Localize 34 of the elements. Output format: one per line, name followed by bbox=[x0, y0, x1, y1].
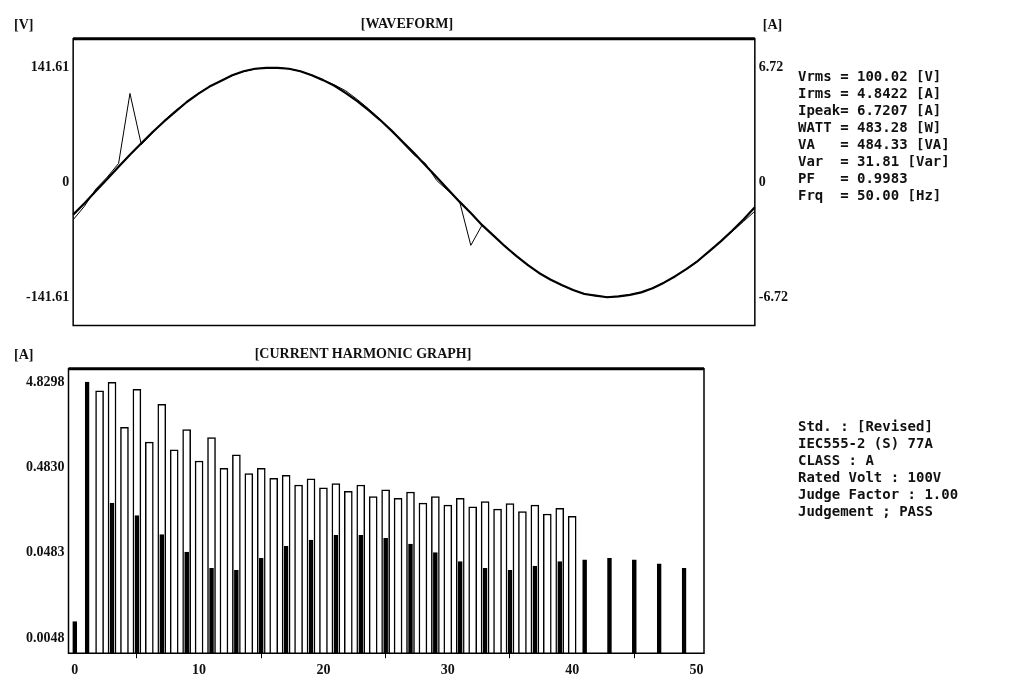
y2-axis-title: [A] bbox=[762, 17, 783, 33]
y-tick-label: -141.61 bbox=[25, 288, 70, 304]
text: Irms = 4.8422 [A] bbox=[798, 85, 943, 102]
text: Rated Volt : 100V bbox=[798, 469, 943, 486]
text: Ipeak= 6.7207 [A] bbox=[798, 102, 943, 119]
x-tick-label: 30 bbox=[440, 662, 455, 678]
text: Judge Factor : 1.00 bbox=[798, 486, 959, 503]
y2-tick-label: -6.72 bbox=[758, 288, 789, 304]
x-tick-label: 10 bbox=[192, 662, 207, 678]
x-tick-label: 50 bbox=[689, 662, 704, 678]
text: VA = 484.33 [VA] bbox=[798, 136, 950, 153]
y-tick-label: 0 bbox=[62, 173, 70, 189]
y-axis-title: [V] bbox=[14, 17, 34, 33]
x-tick-label: 20 bbox=[316, 662, 331, 678]
y2-tick-label: 6.72 bbox=[758, 59, 784, 75]
text: Judgement ; PASS bbox=[798, 503, 934, 520]
text: Vrms = 100.02 [V] bbox=[798, 68, 943, 85]
y-tick-label: 4.8298 bbox=[26, 373, 65, 389]
text: IEC555-2 (S) 77A bbox=[798, 435, 934, 452]
x-tick-label: 40 bbox=[565, 662, 580, 678]
y-tick-label: 0.0048 bbox=[26, 629, 65, 645]
y-axis-title: [A] bbox=[14, 347, 34, 363]
y-tick-label: 141.61 bbox=[30, 59, 70, 75]
y2-tick-label: 0 bbox=[758, 173, 766, 189]
text: WATT = 483.28 [W] bbox=[798, 119, 943, 136]
text: Var = 31.81 [Var] bbox=[798, 153, 950, 170]
text: PF = 0.9983 bbox=[798, 170, 909, 187]
text: Frq = 50.00 [Hz] bbox=[798, 187, 943, 204]
chart-title: [WAVEFORM] bbox=[360, 16, 454, 32]
y-tick-label: 0.4830 bbox=[26, 458, 65, 474]
text: CLASS : A bbox=[798, 452, 875, 469]
y-tick-label: 0.0483 bbox=[26, 544, 65, 560]
chart-title: [CURRENT HARMONIC GRAPH] bbox=[254, 346, 472, 362]
text: Std. : [Revised] bbox=[798, 418, 934, 435]
